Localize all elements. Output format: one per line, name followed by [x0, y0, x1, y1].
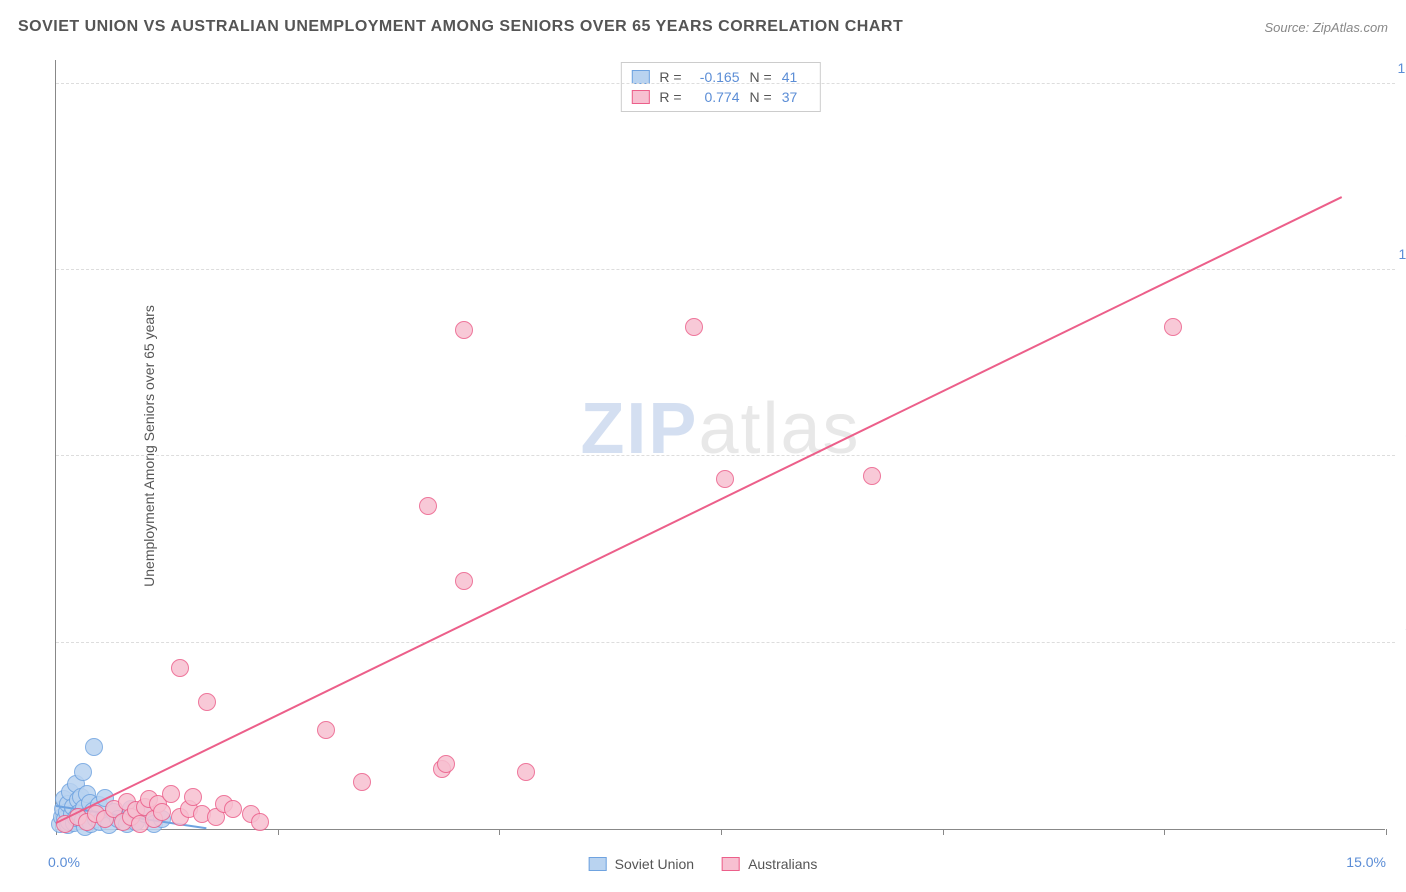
scatter-point: [317, 721, 335, 739]
gridline: [56, 642, 1395, 643]
scatter-point: [685, 318, 703, 336]
legend-swatch: [722, 857, 740, 871]
legend-item: Soviet Union: [589, 856, 694, 872]
scatter-point: [198, 693, 216, 711]
scatter-point: [184, 788, 202, 806]
stats-box: R =-0.165N =41 R = 0.774 N = 37: [620, 62, 820, 112]
y-tick-label: 150.0%: [1390, 60, 1406, 76]
gridline: [56, 83, 1395, 84]
legend-item: Australians: [722, 856, 817, 872]
scatter-point: [162, 785, 180, 803]
watermark: ZIPatlas: [580, 388, 860, 470]
stats-r-label: R =: [659, 89, 681, 105]
watermark-atlas: atlas: [698, 389, 860, 469]
legend-label: Australians: [748, 856, 817, 872]
scatter-point: [153, 803, 171, 821]
legend-swatch: [589, 857, 607, 871]
stats-r-value: 0.774: [692, 89, 740, 105]
scatter-point: [224, 800, 242, 818]
x-axis-start-label: 0.0%: [48, 854, 80, 870]
x-axis-end-label: 15.0%: [1346, 854, 1386, 870]
scatter-point: [74, 763, 92, 781]
watermark-zip: ZIP: [580, 389, 698, 469]
scatter-point: [251, 813, 269, 831]
source-label: Source: ZipAtlas.com: [1264, 20, 1388, 35]
legend-label: Soviet Union: [615, 856, 694, 872]
y-tick-label: 37.5%: [1390, 619, 1406, 635]
x-tick: [721, 829, 722, 835]
x-tick: [499, 829, 500, 835]
bottom-legend: Soviet Union Australians: [589, 856, 818, 872]
scatter-point: [863, 467, 881, 485]
x-tick: [1386, 829, 1387, 835]
y-tick-label: 112.5%: [1390, 246, 1406, 262]
scatter-point: [1164, 318, 1182, 336]
scatter-point: [716, 470, 734, 488]
scatter-point: [171, 659, 189, 677]
stats-row: R =-0.165N =41: [631, 67, 809, 87]
y-tick-label: 75.0%: [1390, 432, 1406, 448]
x-tick: [278, 829, 279, 835]
plot-area: ZIPatlas R =-0.165N =41R =0.774N =37 37.…: [55, 60, 1385, 830]
scatter-point: [85, 738, 103, 756]
x-tick: [1164, 829, 1165, 835]
scatter-point: [455, 572, 473, 590]
x-tick: [943, 829, 944, 835]
scatter-point: [353, 773, 371, 791]
scatter-point: [437, 755, 455, 773]
stats-n-value: 37: [782, 89, 810, 105]
trend-line: [56, 196, 1343, 824]
stats-n-label: N =: [750, 89, 772, 105]
chart-title: SOVIET UNION VS AUSTRALIAN UNEMPLOYMENT …: [18, 18, 903, 36]
scatter-point: [455, 321, 473, 339]
gridline: [56, 455, 1395, 456]
stats-row: R = 0.774 N = 37: [631, 87, 809, 107]
scatter-point: [517, 763, 535, 781]
scatter-point: [419, 497, 437, 515]
stats-swatch: [631, 90, 649, 104]
